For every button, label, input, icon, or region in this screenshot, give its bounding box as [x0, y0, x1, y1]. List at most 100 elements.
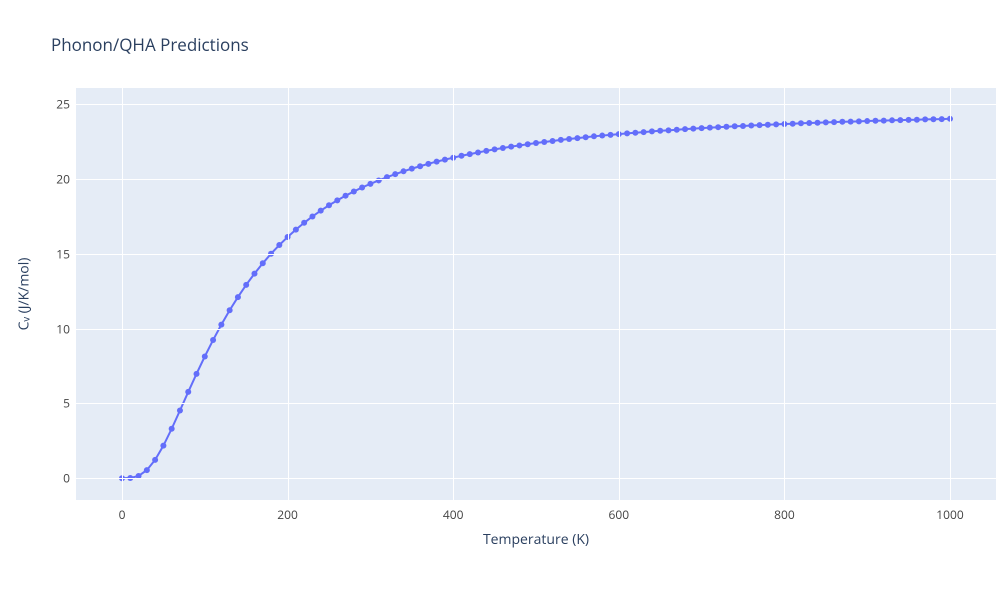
series-marker[interactable] — [458, 153, 464, 159]
series-marker[interactable] — [608, 132, 614, 138]
series-marker[interactable] — [144, 467, 150, 473]
series-marker[interactable] — [293, 227, 299, 233]
series-marker[interactable] — [881, 118, 887, 124]
series-marker[interactable] — [773, 121, 779, 127]
x-tick-label: 400 — [443, 506, 464, 523]
series-marker[interactable] — [740, 123, 746, 129]
series-marker[interactable] — [558, 137, 564, 143]
series-marker[interactable] — [624, 130, 630, 136]
series-marker[interactable] — [442, 157, 448, 163]
series-marker[interactable] — [260, 260, 266, 266]
series-marker[interactable] — [309, 213, 315, 219]
series-marker[interactable] — [757, 122, 763, 128]
series-marker[interactable] — [401, 168, 407, 174]
series-marker[interactable] — [492, 146, 498, 152]
series-marker[interactable] — [343, 193, 349, 199]
series-marker[interactable] — [566, 136, 572, 142]
series-marker[interactable] — [848, 119, 854, 125]
series-marker[interactable] — [177, 407, 183, 413]
series-marker[interactable] — [351, 189, 357, 195]
series-marker[interactable] — [210, 337, 216, 343]
series-marker[interactable] — [318, 208, 324, 214]
series-marker[interactable] — [583, 134, 589, 140]
series-marker[interactable] — [409, 166, 415, 172]
series-marker[interactable] — [227, 307, 233, 313]
series-marker[interactable] — [251, 271, 257, 277]
series-marker[interactable] — [790, 121, 796, 127]
series-marker[interactable] — [798, 120, 804, 126]
series-marker[interactable] — [541, 139, 547, 145]
series-marker[interactable] — [906, 117, 912, 123]
series-marker[interactable] — [872, 118, 878, 124]
series-marker[interactable] — [723, 124, 729, 130]
series-marker[interactable] — [889, 117, 895, 123]
series-marker[interactable] — [483, 148, 489, 154]
series-marker[interactable] — [359, 184, 365, 190]
series-marker[interactable] — [434, 159, 440, 165]
series-marker[interactable] — [657, 128, 663, 134]
series-marker[interactable] — [425, 161, 431, 167]
series-marker[interactable] — [682, 126, 688, 132]
series-marker[interactable] — [856, 118, 862, 124]
series-marker[interactable] — [202, 353, 208, 359]
series-marker[interactable] — [748, 123, 754, 129]
series-marker[interactable] — [699, 125, 705, 131]
series-marker[interactable] — [194, 371, 200, 377]
series-marker[interactable] — [152, 457, 158, 463]
series-marker[interactable] — [839, 119, 845, 125]
series-marker[interactable] — [392, 171, 398, 177]
series-marker[interactable] — [765, 122, 771, 128]
series-marker[interactable] — [533, 140, 539, 146]
series-marker[interactable] — [591, 133, 597, 139]
series-marker[interactable] — [367, 181, 373, 187]
series-marker[interactable] — [599, 133, 605, 139]
series-marker[interactable] — [276, 242, 282, 248]
series-marker[interactable] — [475, 149, 481, 155]
series-marker[interactable] — [707, 125, 713, 131]
series-marker[interactable] — [218, 322, 224, 328]
x-tick-label: 600 — [609, 506, 630, 523]
series-marker[interactable] — [417, 163, 423, 169]
gridline-v — [619, 88, 620, 500]
series-marker[interactable] — [831, 119, 837, 125]
series-marker[interactable] — [243, 282, 249, 288]
series-marker[interactable] — [334, 197, 340, 203]
series-marker[interactable] — [897, 117, 903, 123]
series-marker[interactable] — [715, 124, 721, 130]
series-marker[interactable] — [641, 129, 647, 135]
y-tick-label: 0 — [46, 470, 70, 487]
gridline-h — [76, 254, 996, 255]
series-marker[interactable] — [823, 119, 829, 125]
series-marker[interactable] — [160, 443, 166, 449]
series-marker[interactable] — [806, 120, 812, 126]
series-marker[interactable] — [467, 151, 473, 157]
y-tick-label: 25 — [46, 96, 70, 113]
series-marker[interactable] — [930, 116, 936, 122]
series-marker[interactable] — [665, 127, 671, 133]
series-marker[interactable] — [169, 426, 175, 432]
series-marker[interactable] — [864, 118, 870, 124]
series-marker[interactable] — [815, 120, 821, 126]
series-marker[interactable] — [939, 116, 945, 122]
series-marker[interactable] — [574, 135, 580, 141]
y-tick-label: 20 — [46, 171, 70, 188]
series-marker[interactable] — [914, 117, 920, 123]
series-marker[interactable] — [550, 138, 556, 144]
series-marker[interactable] — [732, 123, 738, 129]
series-marker[interactable] — [674, 127, 680, 133]
series-marker[interactable] — [500, 145, 506, 151]
series-marker[interactable] — [301, 220, 307, 226]
series-marker[interactable] — [235, 294, 241, 300]
series-marker[interactable] — [326, 202, 332, 208]
x-tick-label: 800 — [774, 506, 795, 523]
series-marker[interactable] — [185, 389, 191, 395]
series-marker[interactable] — [508, 144, 514, 150]
series-marker[interactable] — [690, 126, 696, 132]
y-tick-label: 5 — [46, 395, 70, 412]
series-marker[interactable] — [516, 142, 522, 148]
series-marker[interactable] — [632, 130, 638, 136]
series-marker[interactable] — [525, 141, 531, 147]
series-marker[interactable] — [922, 116, 928, 122]
gridline-h — [76, 403, 996, 404]
series-marker[interactable] — [649, 128, 655, 134]
